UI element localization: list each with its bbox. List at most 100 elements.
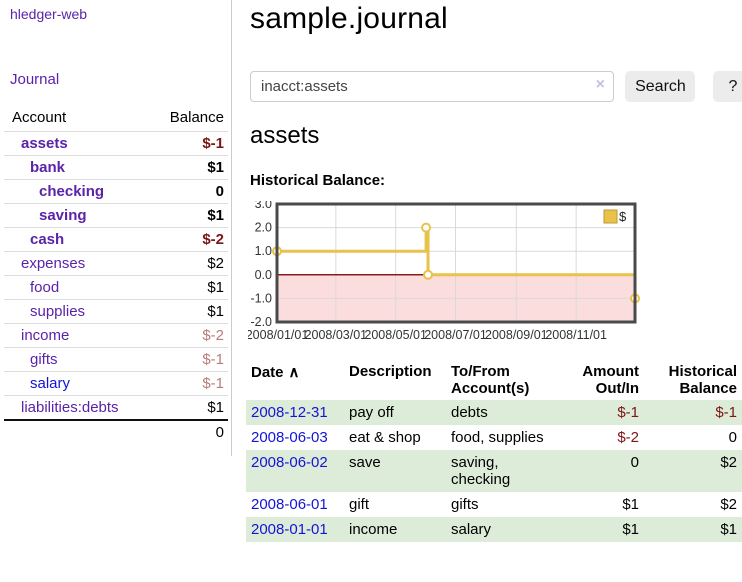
account-row: income $-2 xyxy=(4,323,228,348)
register-accounts-cell: gifts xyxy=(451,496,479,513)
register-accounts-cell: salary xyxy=(451,521,492,538)
account-link[interactable]: salary xyxy=(30,375,71,392)
sidebar: hledger-web Journal Account Balance asse… xyxy=(0,0,232,456)
account-row: liabilities:debts $1 xyxy=(4,395,228,421)
account-link[interactable]: expenses xyxy=(21,255,86,272)
accounts-total-row: 0 xyxy=(4,420,228,444)
account-balance: $-1 xyxy=(202,351,224,368)
register-date-cell: 2008-06-01 xyxy=(246,492,344,517)
register-amount-cell: $-2 xyxy=(617,429,639,446)
accounts-total-value: 0 xyxy=(215,424,224,441)
account-row: food $1 xyxy=(4,275,228,300)
account-link[interactable]: income xyxy=(21,327,70,344)
help-button[interactable]: ? xyxy=(712,71,742,102)
svg-text:-1.0: -1.0 xyxy=(250,291,272,305)
nav-journal-link[interactable]: Journal xyxy=(10,71,60,88)
register-amount-cell: 0 xyxy=(630,454,639,471)
sort-ascending-icon: ∧ xyxy=(288,364,300,381)
transaction-date-link[interactable]: 2008-12-31 xyxy=(251,404,328,421)
account-balance: $-1 xyxy=(202,375,224,392)
transaction-date-link[interactable]: 2008-01-01 xyxy=(251,521,328,538)
register-column-header: To/From Account(s) xyxy=(451,363,530,397)
svg-text:2008/11/01: 2008/11/01 xyxy=(545,328,607,342)
register-column-header: Historical Balance xyxy=(668,363,737,397)
transaction-date-link[interactable]: 2008-06-03 xyxy=(251,429,328,446)
register-accounts-cell: saving, checking xyxy=(451,454,511,488)
svg-text:1.0: 1.0 xyxy=(255,244,272,258)
account-row: bank $1 xyxy=(4,155,228,180)
account-link[interactable]: assets xyxy=(21,135,68,152)
transaction-date-link[interactable]: 2008-06-01 xyxy=(251,496,328,513)
account-row: checking 0 xyxy=(4,179,228,204)
register-header-row: Date ∧ Description To/From Account(s) Amount… xyxy=(246,360,742,400)
svg-text:0.0: 0.0 xyxy=(255,268,272,282)
accounts-tbody: assets $-1 bank $1 checking 0 saving $1 cash $-2 e… xyxy=(4,131,228,421)
account-balance: $-1 xyxy=(202,135,224,152)
register-balance-cell: $2 xyxy=(720,496,737,513)
account-link[interactable]: supplies xyxy=(30,303,86,320)
register-row: 2008-06-03 eat & shop food, supplies $-2 0 xyxy=(246,425,742,450)
register-date-cell: 2008-06-03 xyxy=(246,425,344,450)
account-balance: $1 xyxy=(207,399,224,416)
search-input[interactable] xyxy=(250,71,614,102)
chart-title: Historical Balance: xyxy=(250,172,386,189)
app-brand-link[interactable]: hledger-web xyxy=(10,6,88,22)
account-row: salary $-1 xyxy=(4,371,228,396)
account-row: gifts $-1 xyxy=(4,347,228,372)
register-row: 2008-06-02 save saving, checking 0 $2 xyxy=(246,450,742,492)
accounts-header-row: Account Balance xyxy=(4,105,228,132)
register-description-cell: eat & shop xyxy=(349,429,421,446)
accounts-table: Account Balance assets $-1 bank $1 checking 0… xyxy=(4,105,228,444)
account-link[interactable]: checking xyxy=(39,183,105,200)
account-row: supplies $1 xyxy=(4,299,228,324)
register-row: 2008-01-01 income salary $1 $1 xyxy=(246,517,742,542)
svg-text:2008/07/01: 2008/07/01 xyxy=(424,328,487,342)
register-column-header[interactable]: Date ∧ xyxy=(251,364,300,381)
accounts-header-balance: Balance xyxy=(169,109,224,126)
account-balance: $-2 xyxy=(202,327,224,344)
account-balance: $1 xyxy=(207,207,224,224)
account-link[interactable]: liabilities:debts xyxy=(21,399,119,416)
svg-text:2008/05/01: 2008/05/01 xyxy=(364,328,427,342)
legend-label: $ xyxy=(619,209,627,224)
clear-search-icon[interactable]: × xyxy=(595,76,605,93)
register-date-cell: 2008-01-01 xyxy=(246,517,344,542)
register-tbody: 2008-12-31 pay off debts $-1 $-1 2008-06-03 ea… xyxy=(246,400,742,542)
register-row: 2008-06-01 gift gifts $1 $2 xyxy=(246,492,742,517)
register-balance-cell: $2 xyxy=(720,454,737,471)
register-description-cell: pay off xyxy=(349,404,394,421)
account-title: assets xyxy=(250,122,320,149)
page-title: sample.journal xyxy=(250,2,448,35)
account-row: saving $1 xyxy=(4,203,228,228)
account-balance: $2 xyxy=(207,255,224,272)
account-balance: $1 xyxy=(207,303,224,320)
account-link[interactable]: gifts xyxy=(30,351,58,368)
register-table: Date ∧ Description To/From Account(s) Amount… xyxy=(246,360,742,542)
account-link[interactable]: saving xyxy=(39,207,87,224)
register-date-cell: 2008-12-31 xyxy=(246,400,344,425)
svg-text:2008/01/01: 2008/01/01 xyxy=(248,328,308,342)
account-link[interactable]: food xyxy=(30,279,60,296)
account-balance: $1 xyxy=(207,159,224,176)
accounts-header-account: Account xyxy=(12,109,67,126)
transaction-date-link[interactable]: 2008-06-02 xyxy=(251,454,328,471)
account-balance: $1 xyxy=(207,279,224,296)
register-accounts-cell: food, supplies xyxy=(451,429,544,446)
search-form: × Search ? xyxy=(250,71,742,102)
register-accounts-cell: debts xyxy=(451,404,488,421)
register-description-cell: save xyxy=(349,454,381,471)
search-button[interactable]: Search xyxy=(625,71,696,102)
account-row: cash $-2 xyxy=(4,227,228,252)
legend-swatch xyxy=(603,209,618,224)
register-description-cell: income xyxy=(349,521,398,538)
svg-text:2.0: 2.0 xyxy=(255,221,272,235)
register-column-header: Description xyxy=(349,363,432,380)
main-content: sample.journal × Search ? assets Histori… xyxy=(246,0,742,582)
register-amount-cell: $1 xyxy=(622,521,639,538)
account-link[interactable]: cash xyxy=(30,231,65,248)
register-amount-cell: $1 xyxy=(622,496,639,513)
register-balance-cell: $1 xyxy=(720,521,737,538)
account-row: assets $-1 xyxy=(4,131,228,156)
account-row: expenses $2 xyxy=(4,251,228,276)
account-link[interactable]: bank xyxy=(30,159,66,176)
